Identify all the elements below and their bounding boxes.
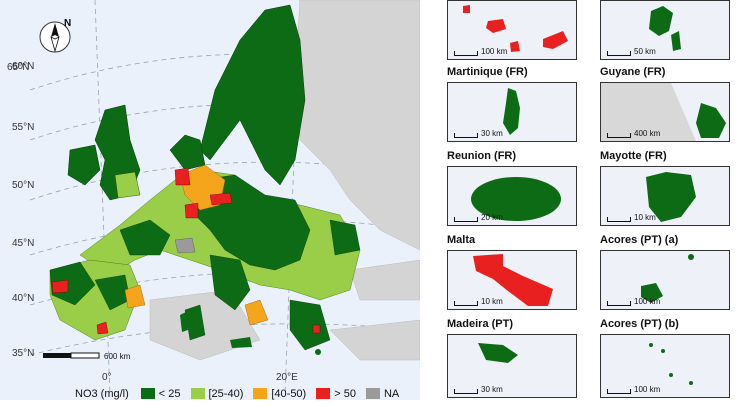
inset-title-martinique: Martinique (FR) [447,66,528,78]
inset-martinique: 30 km [447,82,577,142]
main-scale-bar [43,352,100,359]
inset-title-acores-b: Acores (PT) (b) [600,318,679,330]
legend-swatch-25-40 [190,388,205,399]
inset-title-malta: Malta [447,234,476,246]
inset-mayotte: 10 km [600,166,730,226]
legend-title: NO3 (mg/l) [75,387,129,400]
main-map: 65°N 60°N 55°N 50°N 45°N 40°N 35°N 0° 20… [0,0,421,400]
north-label: N [64,18,72,29]
inset-top-left: 100 km [447,0,577,60]
lat-label-35: 35°N [12,348,35,359]
red-regions [51,167,321,335]
lat-label-65: 65°N [7,62,30,73]
inset-acores-b: 100 km [600,334,730,398]
inset-title-reunion: Reunion (FR) [447,150,517,162]
legend-label-lt25: < 25 [158,387,181,400]
inset-scale: 50 km [607,47,656,56]
inset-acores-a: 100 km [600,250,730,310]
inset-madeira: 30 km [447,334,577,398]
legend-label-25-40: [25-40) [208,387,244,400]
legend-swatch-gt50 [316,388,331,399]
lat-label-60: 60°N [12,61,35,72]
lat-label-50: 50°N [12,180,35,191]
legend-label-na: NA [383,387,400,400]
scandinavia [169,4,306,186]
inset-title-acores-a: Acores (PT) (a) [600,234,679,246]
continent-dark [49,174,361,351]
lat-label-55: 55°N [12,122,35,133]
inset-top-right: 50 km [600,0,730,60]
inset-title-mayotte: Mayotte (FR) [600,150,667,162]
legend-swatch-lt25 [140,388,155,399]
inset-title-guyane: Guyane (FR) [600,66,666,78]
europe-map-svg [0,0,421,400]
inset-title-madeira: Madeira (PT) [447,318,514,330]
legend: NO3 (mg/l) < 25 [25-40) [40-50) > 50 NA [75,387,399,400]
inset-reunion: 20 km [447,166,577,226]
legend-label-40-50: [40-50) [271,387,307,400]
islands [180,312,321,355]
legend-swatch-na [365,388,380,399]
lon-label-0: 0° [102,372,112,383]
inset-guyane: 400 km [600,82,730,142]
inset-scale: 100 km [454,47,507,56]
lat-label-40: 40°N [12,293,35,304]
na-region [174,237,196,254]
legend-swatch-40-50 [253,388,268,399]
lon-label-20e: 20°E [276,372,298,383]
north-arrow-icon: N [38,18,72,59]
legend-label-gt50: > 50 [334,387,356,400]
main-scale-label: 600 km [104,352,131,361]
lat-label-45: 45°N [12,238,35,249]
inset-malta: 10 km [447,250,577,310]
